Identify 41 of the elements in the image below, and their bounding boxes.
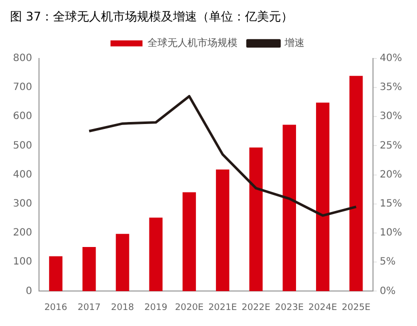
- y-tick-label: 200: [12, 228, 32, 239]
- y-tick-label: 400: [12, 169, 32, 180]
- y2-tick-label: 20%: [380, 169, 402, 180]
- y-tick-label: 700: [12, 82, 32, 94]
- x-tick-label: 2023E: [275, 302, 304, 313]
- bar: [349, 76, 363, 292]
- y2-tick-label: 10%: [380, 228, 402, 239]
- y2-tick-label: 15%: [380, 198, 402, 210]
- legend-label: 增速: [284, 36, 304, 49]
- y2-tick-label: 30%: [380, 111, 402, 122]
- y-tick-label: 600: [12, 111, 32, 122]
- bar: [216, 170, 230, 292]
- y-tick-label: 500: [12, 140, 32, 152]
- y2-tick-label: 40%: [380, 52, 402, 64]
- x-tick-label: 2016: [44, 302, 68, 313]
- bar: [49, 256, 62, 292]
- x-tick-label: 2017: [78, 302, 101, 313]
- x-tick-label: 2022E: [242, 302, 271, 313]
- bar: [316, 102, 330, 292]
- x-tick-label: 2018: [111, 302, 134, 313]
- x-tick-label: 2019: [144, 302, 168, 313]
- x-tick-label: 2020E: [174, 302, 204, 313]
- bar: [282, 124, 296, 292]
- y2-tick-label: 35%: [380, 82, 402, 94]
- y2-tick-label: 5%: [380, 256, 396, 268]
- x-tick-label: 2025E: [342, 302, 371, 313]
- y-tick-label: 0: [26, 286, 32, 297]
- bar: [249, 147, 263, 292]
- bar: [82, 246, 96, 292]
- y-tick-label: 100: [12, 256, 32, 268]
- x-tick-label: 2021E: [208, 302, 238, 313]
- y-tick-label: 800: [12, 52, 32, 64]
- bar: [116, 234, 130, 292]
- bar: [149, 218, 163, 292]
- bar: [182, 192, 196, 292]
- x-tick-label: 2024E: [308, 302, 338, 313]
- y2-tick-label: 25%: [380, 140, 402, 152]
- legend-label: 全球无人机市场规模: [148, 36, 238, 49]
- y2-tick-label: 0%: [380, 286, 396, 297]
- chart-title: 图 37：全球无人机市场规模及增速（单位：亿美元）: [10, 9, 294, 24]
- y-tick-label: 300: [12, 198, 32, 210]
